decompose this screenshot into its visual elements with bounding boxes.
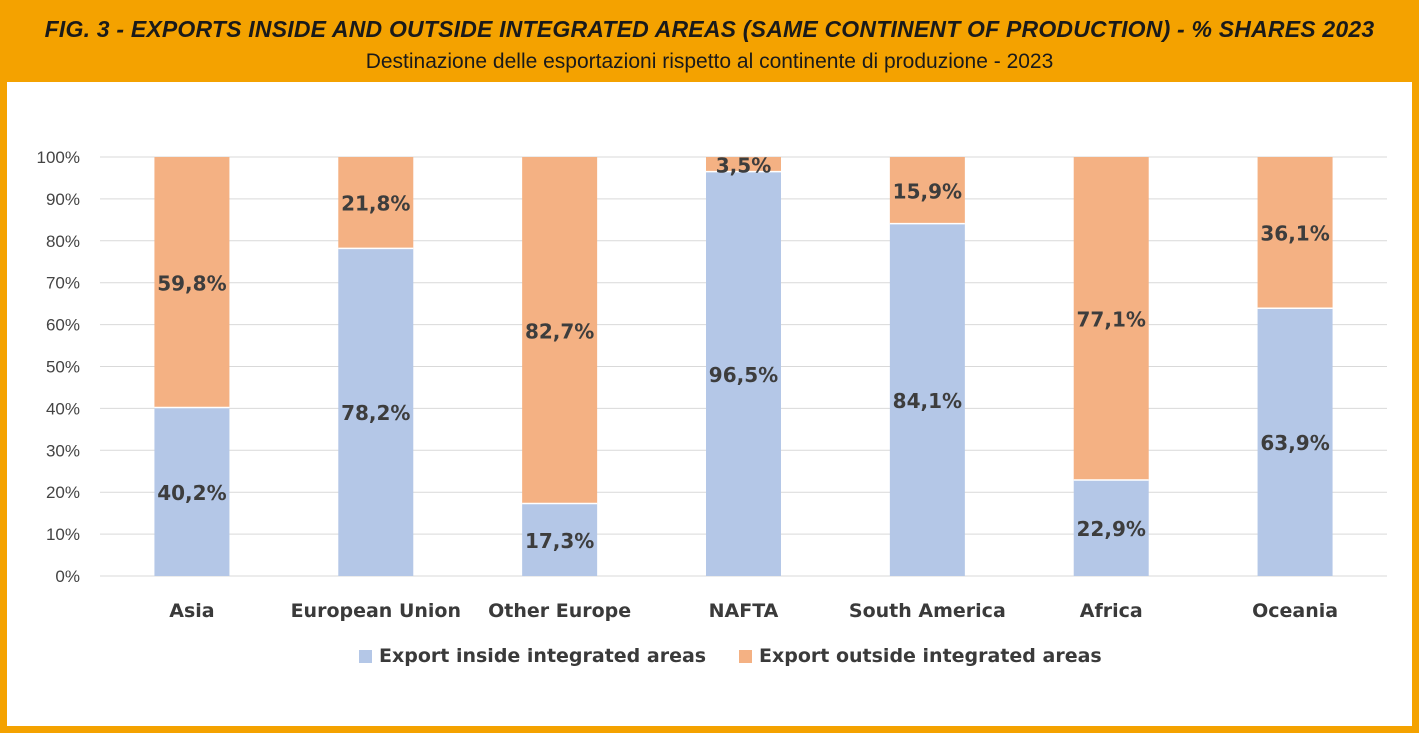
bar-inside [1257, 308, 1333, 576]
legend-label-inside: Export inside integrated areas [379, 645, 706, 667]
x-tick-label: NAFTA [709, 600, 779, 622]
bar-inside [338, 248, 414, 577]
y-tick-label: 30% [46, 441, 80, 460]
data-label-inside: 40,2% [157, 481, 226, 505]
data-label-inside: 22,9% [1077, 517, 1146, 541]
x-tick-label: Africa [1080, 600, 1143, 622]
data-label-outside: 82,7% [525, 319, 594, 343]
y-tick-label: 60% [46, 316, 80, 335]
data-label-outside: 21,8% [341, 192, 410, 216]
x-tick-label: Other Europe [488, 600, 631, 622]
x-tick-label: Asia [169, 600, 214, 622]
legend: Export inside integrated areas Export out… [359, 645, 1102, 667]
bar-outside [1073, 157, 1149, 481]
legend-label-outside: Export outside integrated areas [759, 645, 1102, 667]
data-label-inside: 96,5% [709, 363, 778, 387]
x-tick-label: South America [849, 600, 1006, 622]
figure-header: FIG. 3 - EXPORTS INSIDE AND OUTSIDE INTE… [0, 0, 1419, 82]
x-tick-label: Oceania [1252, 600, 1338, 622]
y-tick-label: 20% [46, 483, 80, 502]
y-axis: 0% 10% 20% 30% 40% 50% 60% 70% 80% 90% 100% [37, 148, 80, 586]
legend-swatch-outside [739, 650, 752, 663]
bar-outside [889, 157, 965, 224]
data-label-outside: 15,9% [893, 179, 962, 203]
data-label-inside: 78,2% [341, 401, 410, 425]
data-label-outside: 59,8% [157, 271, 226, 295]
data-label-outside: 77,1% [1077, 308, 1146, 332]
data-label-outside: 3,5% [716, 153, 771, 177]
bars: 40,2% 59,8% 78,2% 21,8% 17,3% 82,7% 96,5% 3,5% 8… [154, 153, 1333, 577]
bar-outside [522, 157, 598, 504]
y-tick-label: 90% [46, 190, 80, 209]
y-tick-label: 10% [46, 525, 80, 544]
legend-swatch-inside [359, 650, 372, 663]
y-tick-label: 50% [46, 358, 80, 377]
y-tick-label: 100% [37, 148, 80, 167]
bar-inside [154, 407, 230, 576]
y-tick-label: 80% [46, 232, 80, 251]
data-label-inside: 17,3% [525, 529, 594, 553]
figure-subtitle: Destinazione delle esportazioni rispetto… [365, 50, 1054, 73]
bar-inside [889, 223, 965, 576]
data-label-inside: 84,1% [893, 389, 962, 413]
x-tick-label: European Union [291, 600, 461, 622]
bar-outside [1257, 157, 1333, 309]
bar-inside [522, 503, 598, 576]
data-label-outside: 36,1% [1260, 222, 1329, 246]
bar-inside [706, 171, 781, 576]
bar-outside [706, 157, 781, 172]
y-tick-label: 0% [55, 567, 80, 586]
stacked-bar-chart: 0% 10% 20% 30% 40% 50% 60% 70% 80% 90% 100% 40,2% 5… [37, 148, 1387, 667]
y-tick-label: 70% [46, 274, 80, 293]
x-axis: Asia European Union Other Europe NAFTA South… [169, 600, 1338, 622]
bar-outside [154, 157, 230, 408]
figure-title: FIG. 3 - EXPORTS INSIDE AND OUTSIDE INTE… [44, 16, 1375, 42]
bar-inside [1073, 480, 1149, 576]
bar-outside [338, 157, 414, 249]
data-label-inside: 63,9% [1260, 431, 1329, 455]
y-tick-label: 40% [46, 399, 80, 418]
